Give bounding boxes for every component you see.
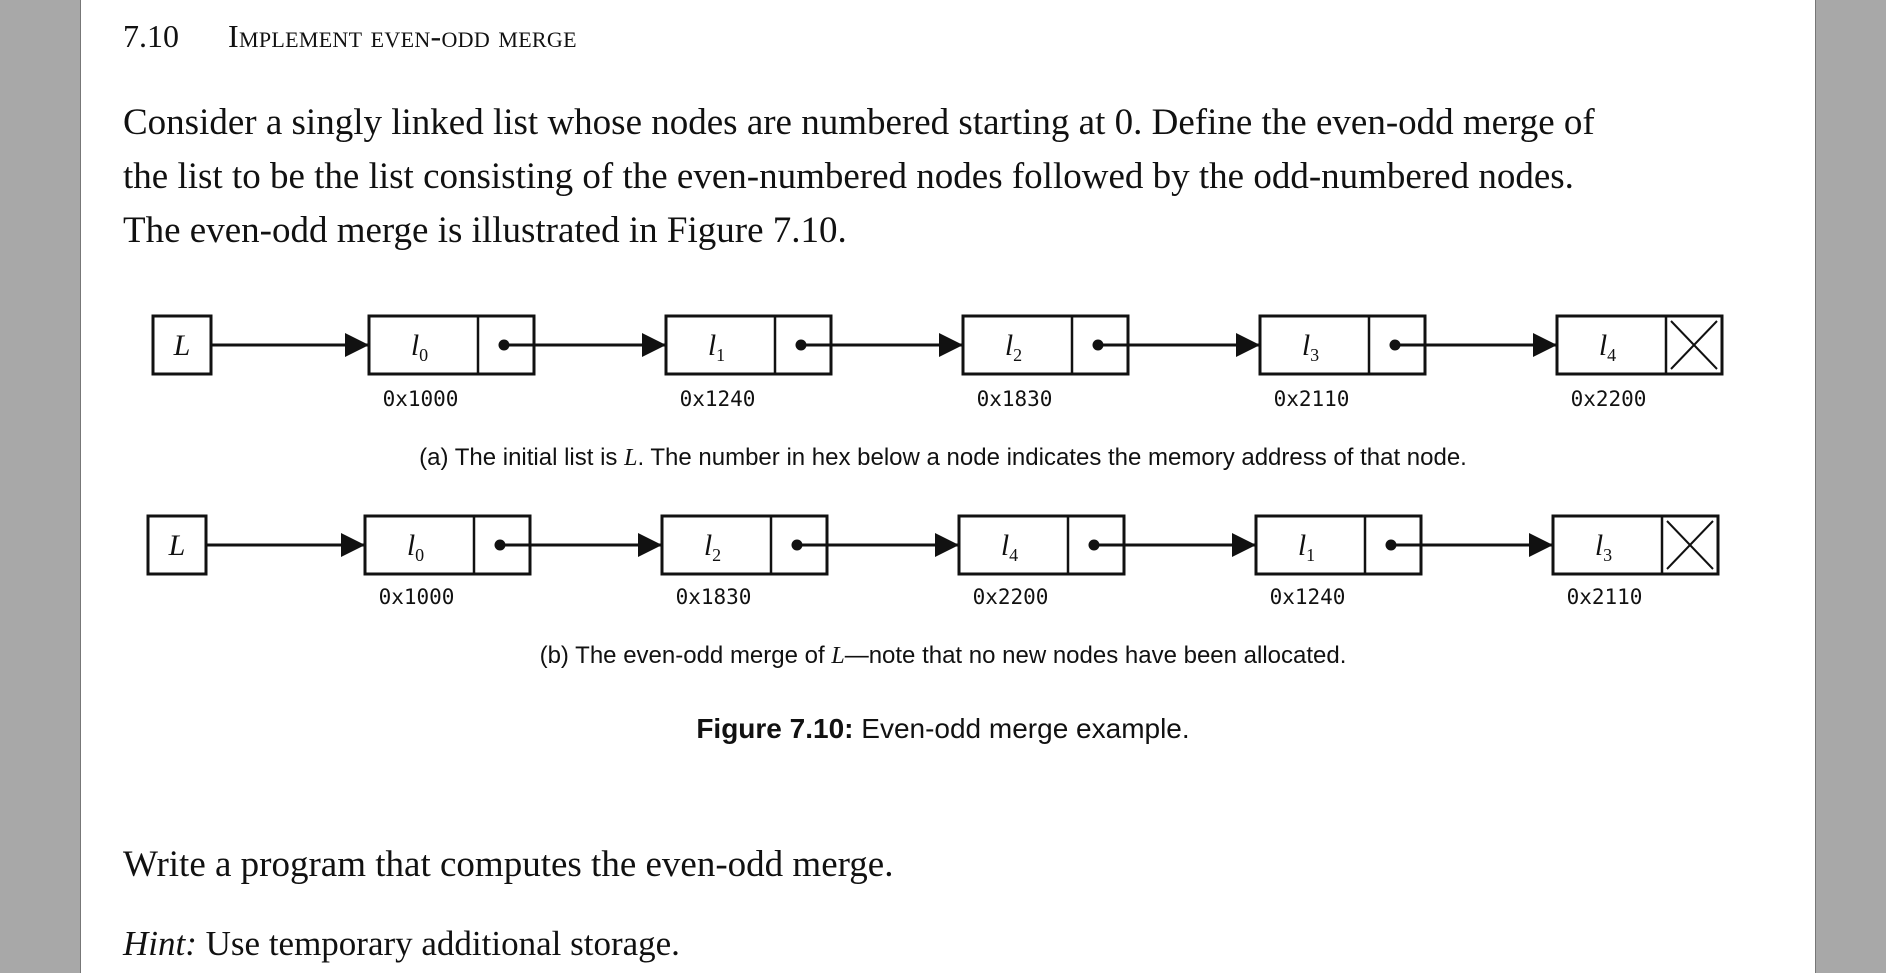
node-address: 0x1830 — [977, 387, 1053, 411]
node-index: 4 — [1607, 345, 1616, 365]
list-node — [1551, 514, 1720, 576]
hint-text: Use temporary additional storage. — [196, 924, 680, 963]
section-number: 7.10 — [123, 18, 179, 54]
page — [80, 0, 1816, 973]
caption-b-text: The even-odd merge of — [575, 642, 832, 669]
node-index: 3 — [1603, 545, 1612, 565]
list-node — [1555, 314, 1724, 376]
hint-label: Hint: — [123, 924, 197, 963]
caption-b-var: L — [831, 643, 845, 669]
caption-b-rest: —note that no new nodes have been alloca… — [844, 642, 1347, 669]
node-index: 4 — [1009, 545, 1018, 565]
hint: Hint: Use temporary additional storage. — [123, 924, 680, 964]
intro-paragraph: Consider a singly linked list whose node… — [123, 96, 1783, 258]
intro-line: The even-odd merge is illustrated in Fig… — [123, 210, 847, 251]
node-index: 2 — [712, 545, 721, 565]
caption-a-var: L — [624, 445, 638, 471]
node-index: 1 — [716, 345, 725, 365]
node-address: 0x1000 — [383, 387, 459, 411]
head-pointer-label: L — [168, 529, 186, 562]
section-title: Implement even-odd merge — [228, 18, 577, 54]
problem-statement: Write a program that computes the even-o… — [123, 844, 894, 885]
caption-b: (b) The even-odd merge of L—note that no… — [0, 642, 1886, 670]
head-pointer-label: L — [173, 329, 191, 362]
intro-line: Consider a singly linked list whose node… — [123, 102, 1595, 143]
node-address: 0x1240 — [680, 387, 756, 411]
intro-line: the list to be the list consisting of th… — [123, 156, 1574, 197]
figure-caption: Figure 7.10: Even-odd merge example. — [0, 713, 1886, 745]
node-index: 1 — [1306, 545, 1315, 565]
caption-a-rest: . The number in hex below a node indicat… — [637, 444, 1467, 471]
null-pointer-icon — [1670, 320, 1718, 370]
node-index: 3 — [1310, 345, 1319, 365]
caption-a-text: The initial list is — [454, 444, 625, 471]
section-heading: 7.10 Implement even-odd merge — [123, 18, 577, 55]
figure-caption-text: Even-odd merge example. — [853, 713, 1190, 744]
node-address: 0x2110 — [1274, 387, 1350, 411]
node-address: 0x2110 — [1567, 585, 1643, 609]
node-index: 0 — [419, 345, 428, 365]
caption-b-tag: (b) — [539, 642, 569, 669]
node-address: 0x2200 — [973, 585, 1049, 609]
node-address: 0x1240 — [1270, 585, 1346, 609]
node-address: 0x1000 — [379, 585, 455, 609]
figure-caption-label: Figure 7.10: — [696, 713, 854, 744]
node-address: 0x1830 — [676, 585, 752, 609]
node-address: 0x2200 — [1571, 387, 1647, 411]
head-pointer-box — [151, 314, 213, 376]
node-index: 0 — [415, 545, 424, 565]
node-index: 2 — [1013, 345, 1022, 365]
caption-a: (a) The initial list is L. The number in… — [0, 444, 1886, 472]
null-pointer-icon — [1666, 520, 1714, 570]
caption-a-tag: (a) — [419, 444, 449, 471]
